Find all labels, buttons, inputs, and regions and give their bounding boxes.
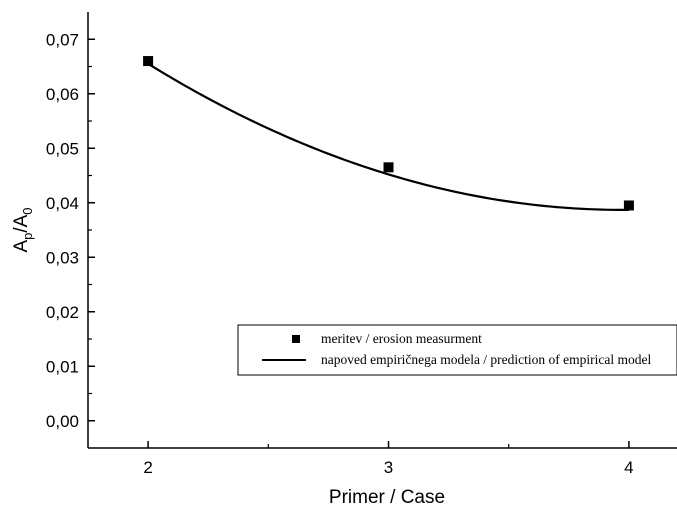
- y-tick-label: 0,02: [46, 303, 79, 322]
- y-tick-label: 0,06: [46, 85, 79, 104]
- legend-label-prediction: napoved empiričnega modela / prediction …: [321, 352, 652, 367]
- measurement-point: [143, 56, 154, 67]
- measurement-markers: [143, 56, 634, 211]
- y-tick-label: 0,04: [46, 194, 79, 213]
- x-tick-label: 4: [624, 458, 633, 477]
- x-tick-label: 3: [384, 458, 393, 477]
- y-tick-label: 0,00: [46, 412, 79, 431]
- y-tick-label: 0,07: [46, 30, 79, 49]
- legend: meritev / erosion measurment napoved emp…: [237, 324, 677, 376]
- measurement-point: [623, 200, 634, 211]
- prediction-curve: [147, 62, 629, 211]
- y-tick-label: 0,05: [46, 139, 79, 158]
- y-ticks: 0,00 0,01 0,02 0,03 0,04 0,05 0,06 0,07: [46, 30, 95, 431]
- legend-box: [237, 324, 677, 376]
- y-tick-label: 0,01: [46, 357, 79, 376]
- y-axis-title: Ap/A0: [11, 207, 35, 252]
- x-axis-title: Primer / Case: [329, 487, 445, 508]
- y-tick-label: 0,03: [46, 248, 79, 267]
- x-tick-label: 2: [143, 458, 152, 477]
- x-ticks: 2 3 4: [143, 441, 634, 477]
- measurement-point: [383, 162, 394, 173]
- plot-area: 0,00 0,01 0,02 0,03 0,04 0,05 0,06 0,07 2 3 4: [46, 12, 677, 477]
- legend-label-measurement: meritev / erosion measurment: [321, 331, 482, 346]
- legend-marker-square: [292, 335, 300, 343]
